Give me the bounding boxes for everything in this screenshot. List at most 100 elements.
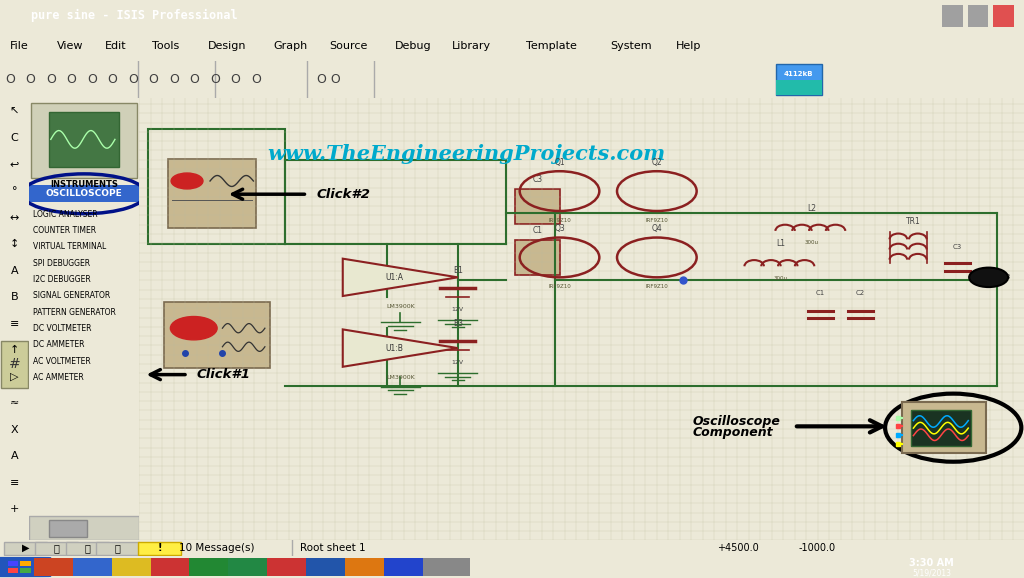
Text: O: O (169, 73, 179, 86)
FancyBboxPatch shape (776, 64, 822, 95)
Text: Library: Library (452, 41, 490, 51)
FancyBboxPatch shape (138, 542, 181, 555)
Text: SPI DEBUGGER: SPI DEBUGGER (33, 259, 90, 268)
Text: -1000.0: -1000.0 (799, 543, 836, 553)
Text: View: View (57, 41, 84, 51)
Text: A: A (10, 266, 18, 276)
Text: Debug: Debug (395, 41, 432, 51)
FancyBboxPatch shape (968, 5, 988, 27)
Text: ≈: ≈ (9, 398, 19, 409)
Text: Design: Design (208, 41, 247, 51)
Text: ⏸: ⏸ (84, 543, 90, 553)
FancyBboxPatch shape (164, 302, 270, 368)
FancyBboxPatch shape (151, 558, 198, 576)
FancyBboxPatch shape (168, 159, 256, 228)
Text: C3: C3 (532, 175, 543, 184)
Text: ⏭: ⏭ (53, 543, 59, 553)
Text: L3: L3 (1001, 275, 1011, 280)
Text: U1:B: U1:B (386, 343, 403, 353)
Circle shape (170, 317, 217, 340)
Text: 5/19/2013: 5/19/2013 (912, 568, 951, 577)
FancyBboxPatch shape (306, 558, 353, 576)
Text: O: O (26, 73, 36, 86)
Text: LM3900K: LM3900K (386, 304, 415, 309)
Text: Click#2: Click#2 (316, 188, 371, 201)
FancyBboxPatch shape (112, 558, 159, 576)
Text: ≡: ≡ (9, 318, 19, 329)
Text: SIGNAL GENERATOR: SIGNAL GENERATOR (33, 291, 111, 301)
Text: TR1: TR1 (906, 217, 921, 226)
Text: ↔: ↔ (9, 213, 19, 223)
Text: O: O (46, 73, 56, 86)
Text: ↩: ↩ (9, 160, 19, 169)
Text: ↕: ↕ (9, 239, 19, 249)
Text: ↑: ↑ (9, 345, 19, 355)
Text: ▶: ▶ (22, 543, 30, 553)
Text: I2C DEBUGGER: I2C DEBUGGER (33, 275, 91, 284)
Text: System: System (610, 41, 652, 51)
Text: C1: C1 (816, 290, 825, 296)
FancyBboxPatch shape (8, 561, 18, 566)
Text: ↖: ↖ (9, 106, 19, 117)
Text: O: O (189, 73, 200, 86)
Text: O: O (128, 73, 138, 86)
FancyBboxPatch shape (776, 80, 822, 95)
Text: C1: C1 (532, 226, 543, 235)
Text: pure sine - ISIS Professional: pure sine - ISIS Professional (31, 9, 238, 23)
Text: PATTERN GENERATOR: PATTERN GENERATOR (33, 307, 116, 317)
Text: AC VOLTMETER: AC VOLTMETER (33, 357, 91, 366)
Text: Oscilloscope: Oscilloscope (692, 416, 780, 428)
Text: IRF9Z10: IRF9Z10 (645, 284, 669, 290)
FancyBboxPatch shape (48, 520, 87, 537)
Text: X: X (10, 425, 18, 435)
Text: O: O (230, 73, 241, 86)
FancyBboxPatch shape (35, 542, 78, 555)
FancyBboxPatch shape (4, 542, 47, 555)
Text: DC VOLTMETER: DC VOLTMETER (33, 324, 91, 333)
FancyBboxPatch shape (29, 516, 139, 540)
Text: ⏹: ⏹ (115, 543, 121, 553)
FancyBboxPatch shape (31, 103, 137, 178)
Text: +4500.0: +4500.0 (717, 543, 759, 553)
Text: Q1: Q1 (554, 158, 565, 166)
FancyBboxPatch shape (384, 558, 431, 576)
Text: C: C (10, 133, 18, 143)
Polygon shape (343, 329, 458, 367)
Text: 12V: 12V (452, 306, 464, 312)
Text: COUNTER TIMER: COUNTER TIMER (33, 226, 96, 235)
Text: 4112kB: 4112kB (784, 71, 813, 77)
Circle shape (969, 268, 1008, 287)
Text: 300u: 300u (774, 276, 787, 280)
Text: 12V: 12V (452, 360, 464, 365)
Text: INSTRUMENTS: INSTRUMENTS (50, 180, 118, 189)
Text: File: File (10, 41, 29, 51)
Text: Q2: Q2 (651, 158, 663, 166)
Text: Edit: Edit (104, 41, 126, 51)
Text: Source: Source (330, 41, 368, 51)
Text: L1: L1 (776, 239, 785, 249)
Text: ▷: ▷ (10, 372, 18, 382)
FancyBboxPatch shape (515, 240, 559, 275)
FancyBboxPatch shape (942, 5, 963, 27)
Text: C2: C2 (856, 290, 865, 296)
Text: 10 Message(s): 10 Message(s) (179, 543, 255, 553)
Text: O: O (210, 73, 220, 86)
Polygon shape (343, 259, 458, 296)
Text: LOGIC ANALYSER: LOGIC ANALYSER (33, 210, 97, 218)
FancyBboxPatch shape (902, 402, 986, 453)
Text: °: ° (11, 186, 17, 196)
Text: 300u: 300u (805, 240, 818, 245)
Text: B3: B3 (453, 319, 463, 328)
Text: AC AMMETER: AC AMMETER (33, 373, 84, 382)
Text: Click#1: Click#1 (197, 368, 251, 381)
Text: O: O (87, 73, 97, 86)
Text: B1: B1 (453, 266, 463, 275)
FancyBboxPatch shape (515, 189, 559, 224)
Text: Component: Component (692, 425, 773, 439)
FancyBboxPatch shape (228, 558, 275, 576)
Text: Graph: Graph (273, 41, 307, 51)
FancyBboxPatch shape (66, 542, 109, 555)
Text: Root sheet 1: Root sheet 1 (300, 543, 366, 553)
Text: VIRTUAL TERMINAL: VIRTUAL TERMINAL (33, 242, 106, 251)
FancyBboxPatch shape (993, 5, 1014, 27)
